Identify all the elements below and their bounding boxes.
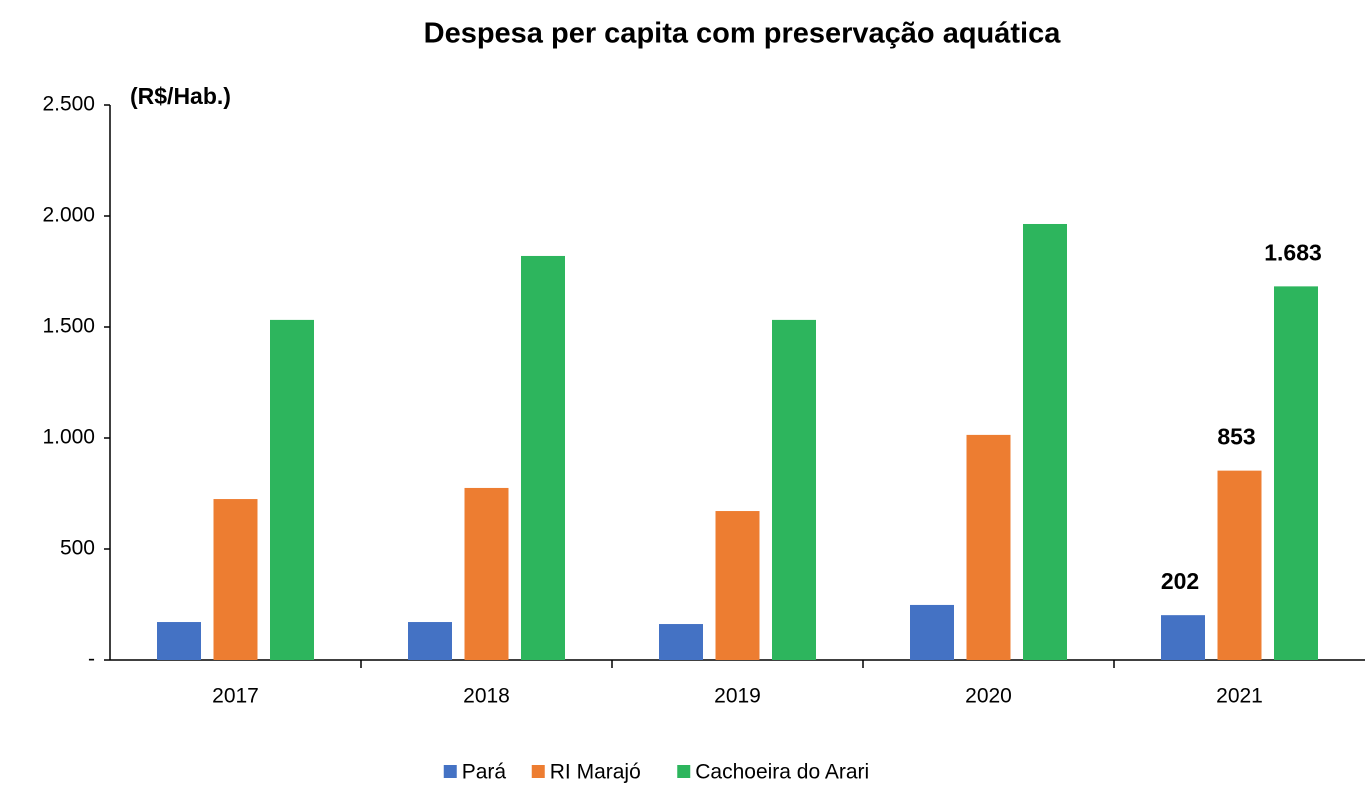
bar	[966, 434, 1011, 660]
x-tick-label: 2021	[1216, 685, 1263, 708]
x-tick-label: 2017	[212, 685, 259, 708]
y-tick-label: -	[88, 648, 95, 671]
chart-title: Despesa per capita com preservação aquát…	[424, 18, 1062, 50]
y-tick-label: 2.500	[42, 93, 95, 116]
x-tick-label: 2019	[714, 685, 761, 708]
bar	[1023, 223, 1067, 660]
y-tick-label: 500	[60, 537, 95, 560]
legend-swatch	[443, 765, 457, 778]
bar	[715, 511, 760, 660]
legend-label: Pará	[462, 761, 507, 784]
data-label: 1.683	[1264, 239, 1322, 265]
bar	[910, 604, 954, 660]
bar	[157, 622, 201, 660]
legend-label: RI Marajó	[550, 761, 641, 784]
legend-swatch	[531, 765, 545, 778]
y-axis-label: (R$/Hab.)	[130, 83, 231, 109]
bar	[521, 255, 565, 660]
bar	[1161, 615, 1205, 660]
bar	[213, 499, 258, 660]
bar	[772, 319, 816, 660]
bar	[1217, 470, 1262, 660]
bar	[408, 622, 452, 660]
y-tick-label: 1.000	[42, 426, 95, 449]
y-tick-label: 1.500	[42, 315, 95, 338]
legend-label: Cachoeira do Arari	[695, 761, 869, 784]
bar	[659, 624, 703, 660]
y-tick-label: 2.000	[42, 204, 95, 227]
x-tick-label: 2018	[463, 685, 510, 708]
bar	[1274, 286, 1318, 660]
legend-swatch	[677, 765, 691, 778]
bar	[464, 487, 509, 660]
data-label: 853	[1217, 424, 1255, 450]
x-tick-label: 2020	[965, 685, 1012, 708]
bar	[270, 319, 314, 660]
data-label: 202	[1161, 568, 1199, 594]
